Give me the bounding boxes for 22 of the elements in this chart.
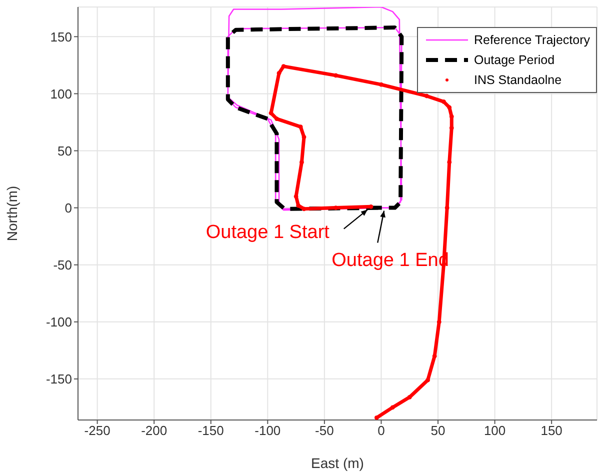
x-tick-label: -50 — [315, 423, 334, 438]
x-tick-label: -100 — [254, 423, 281, 438]
y-tick-label: 100 — [50, 86, 72, 102]
x-tick-label: 150 — [540, 423, 562, 438]
x-tick-label: -150 — [198, 423, 224, 438]
y-tick-label: -100 — [46, 314, 72, 330]
legend-label: INS Standaolne — [474, 73, 562, 87]
x-tick-label: -200 — [141, 423, 168, 438]
y-tick-label: 150 — [50, 29, 72, 44]
y-axis-title: North(m) — [4, 186, 20, 242]
x-tick-label: 50 — [430, 423, 446, 438]
y-tick-label: 0 — [64, 200, 72, 216]
x-axis-title: East (m) — [311, 455, 364, 471]
x-tick-label: 0 — [378, 423, 385, 438]
y-tick-label: 50 — [58, 143, 72, 158]
legend-label: Outage Period — [474, 53, 555, 67]
x-tick-label: 100 — [484, 423, 506, 438]
x-tick-label: -250 — [84, 423, 110, 438]
y-tick-label: -50 — [53, 257, 72, 272]
legend-label: Reference Trajectory — [474, 33, 590, 47]
annotation: Outage 1 Start — [206, 222, 330, 243]
y-tick-label: -150 — [46, 372, 72, 387]
